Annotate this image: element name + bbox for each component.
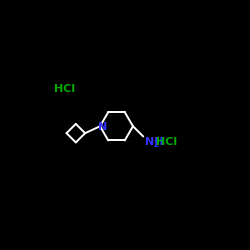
Text: HCl: HCl bbox=[54, 84, 75, 94]
Text: NH: NH bbox=[145, 137, 163, 147]
Text: 2: 2 bbox=[154, 140, 159, 149]
Text: HCl: HCl bbox=[156, 137, 178, 147]
Text: N: N bbox=[98, 122, 108, 132]
